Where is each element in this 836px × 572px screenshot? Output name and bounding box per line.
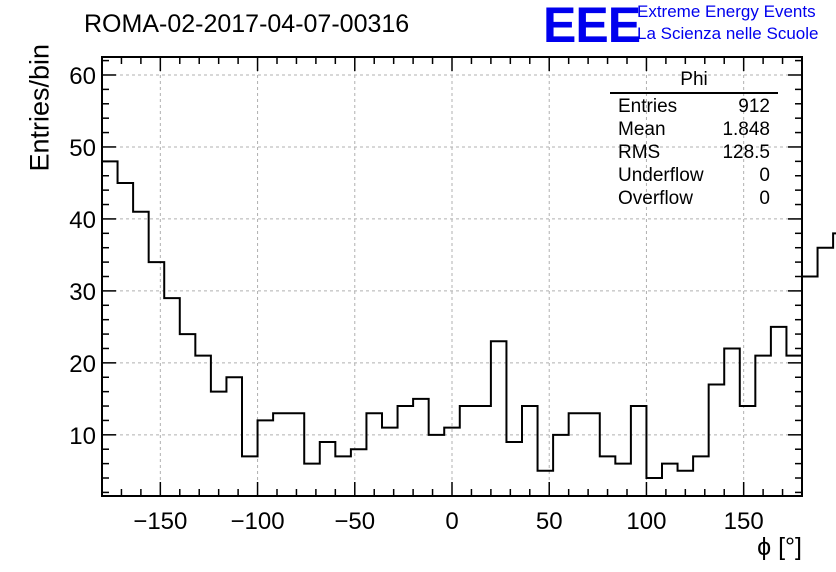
logo-subtitle-line2: La Scienza nelle Scuole — [637, 24, 819, 43]
stats-row: Entries 912 — [610, 95, 778, 118]
histogram-bin — [366, 413, 382, 496]
histogram-bin — [102, 161, 118, 496]
histogram-bin — [382, 428, 398, 496]
histogram-bin — [149, 262, 165, 496]
histogram-bin — [320, 442, 336, 496]
y-tick-label: 50 — [69, 135, 96, 162]
stats-label: Entries — [618, 96, 678, 117]
histogram-bin — [460, 406, 476, 496]
histogram-bin — [195, 356, 211, 496]
histogram-bin — [164, 298, 180, 496]
histogram-bin — [740, 406, 756, 496]
histogram-bin — [631, 406, 647, 496]
stats-header: Phi — [610, 69, 778, 94]
histogram-bin — [429, 435, 445, 496]
histogram-bin — [226, 377, 242, 496]
histogram-bin — [522, 406, 538, 496]
stats-label: RMS — [618, 142, 661, 163]
histogram-bin — [678, 471, 694, 496]
eee-logo: EEE — [543, 0, 641, 53]
histogram-bin — [304, 464, 320, 496]
logo-subtitle-line1: Extreme Energy Events — [637, 2, 816, 21]
stats-row: Underflow 0 — [610, 164, 778, 187]
stats-value: 0 — [759, 188, 770, 209]
stats-box: Phi Entries 912 Mean 1.848 RMS 128.5 Underflow… — [610, 69, 778, 210]
histogram-bin — [335, 456, 351, 496]
stats-value: 128.5 — [722, 142, 770, 163]
histogram-bin — [584, 413, 600, 496]
chart-title: ROMA-02-2017-04-07-00316 — [84, 10, 410, 38]
histogram-bin — [538, 471, 554, 496]
histogram-bin — [786, 356, 802, 496]
histogram-bin — [444, 428, 460, 496]
stats-row: Overflow 0 — [610, 187, 778, 210]
x-tick-label: −100 — [231, 508, 285, 535]
x-axis-label: ϕ [°] — [757, 533, 802, 561]
stats-value: 0 — [759, 165, 770, 186]
histogram-bin — [491, 341, 507, 496]
x-tick-label: 150 — [724, 508, 764, 535]
stats-value: 1.848 — [722, 119, 770, 140]
y-tick-label: 20 — [69, 351, 96, 378]
stats-row: Mean 1.848 — [610, 118, 778, 141]
histogram-bin — [600, 456, 616, 496]
histogram-bin — [724, 348, 740, 496]
histogram-bin — [133, 212, 149, 496]
x-tick-label: 0 — [445, 508, 458, 535]
histogram-bin — [351, 449, 367, 496]
x-tick-label: 50 — [536, 508, 563, 535]
histogram-bin — [258, 420, 274, 496]
x-tick-label: −150 — [133, 508, 187, 535]
histogram-bin — [118, 183, 134, 496]
histogram-bin — [755, 356, 771, 496]
histogram-bin — [553, 435, 569, 496]
histogram-bin — [273, 413, 289, 496]
histogram-bin — [398, 406, 414, 496]
histogram-bin — [289, 413, 305, 496]
histogram-bin — [802, 277, 818, 497]
histogram-bin — [662, 464, 678, 496]
histogram-bin — [506, 442, 522, 496]
histogram-bin — [475, 406, 491, 496]
histogram-bin — [242, 456, 258, 496]
histogram-bin — [709, 384, 725, 496]
histogram-bin — [615, 464, 631, 496]
histogram-series — [102, 160, 836, 480]
histogram-bin — [693, 456, 709, 496]
y-tick-label: 60 — [69, 63, 96, 90]
stats-row: RMS 128.5 — [610, 141, 778, 164]
y-tick-label: 10 — [69, 423, 96, 450]
histogram-bin — [211, 392, 227, 496]
stats-label: Underflow — [618, 165, 704, 186]
x-tick-label: 100 — [626, 508, 666, 535]
histogram-bin — [771, 327, 787, 496]
stats-value: 912 — [738, 96, 770, 117]
x-tick-label: −50 — [334, 508, 375, 535]
histogram-bin — [646, 478, 662, 496]
stats-label: Mean — [618, 119, 666, 140]
stats-label: Overflow — [618, 188, 693, 209]
histogram-bin — [818, 248, 834, 496]
histogram-bin — [413, 399, 429, 496]
y-tick-label: 40 — [69, 207, 96, 234]
histogram-bin — [180, 334, 196, 496]
y-tick-label: 30 — [69, 279, 96, 306]
histogram-bin — [569, 413, 585, 496]
